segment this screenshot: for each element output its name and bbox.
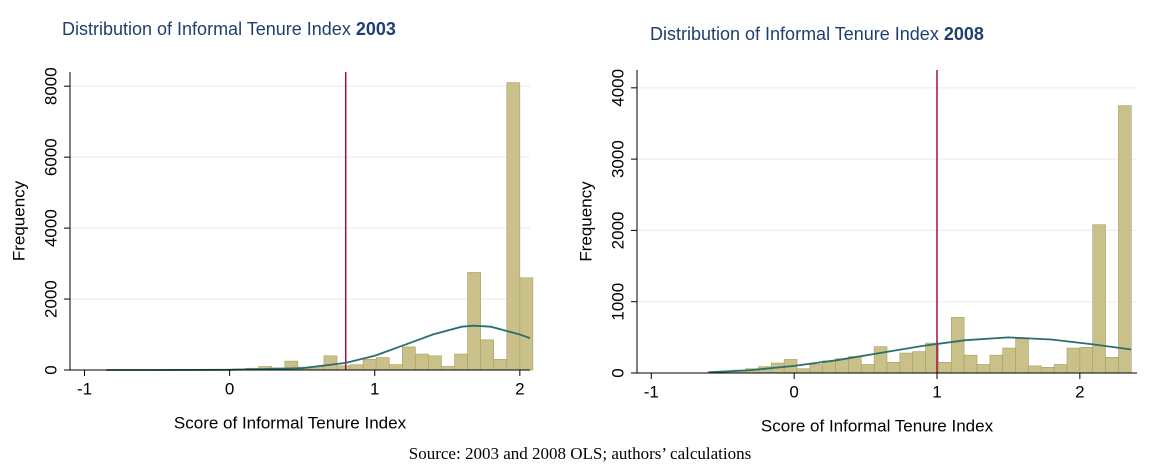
y-axis-title: Frequency: [576, 181, 595, 262]
histogram-bar: [1092, 224, 1106, 374]
histogram-bar: [454, 353, 468, 371]
histogram-bar: [809, 364, 824, 374]
x-axis-title: Score of Informal Tenure Index: [761, 416, 994, 435]
density-curve: [708, 336, 1132, 374]
histogram-bar: [519, 277, 534, 371]
y-tick-label: 2000: [608, 211, 627, 249]
histogram-bar: [1118, 105, 1132, 374]
y-tick-label: 1000: [608, 283, 627, 321]
histogram-bar: [873, 346, 888, 374]
histogram-bar: [493, 359, 508, 371]
y-tick-label: 4000: [608, 69, 627, 107]
x-tick-label: 2: [1075, 382, 1084, 401]
histogram-bar: [336, 365, 351, 371]
histogram-bar: [349, 364, 364, 371]
histogram-bar: [323, 355, 338, 371]
histogram-bar: [506, 82, 521, 371]
x-tick-label: 2: [515, 379, 524, 398]
histogram-bar: [1002, 347, 1016, 374]
histogram-bar: [976, 364, 991, 374]
histogram-bar: [1028, 365, 1042, 374]
histogram-bar: [480, 339, 495, 371]
chart-title-year: 2003: [356, 19, 396, 39]
histogram-bar: [899, 352, 914, 374]
x-tick-label: 0: [225, 379, 234, 398]
y-tick-label: 6000: [41, 138, 60, 176]
histogram-bar: [963, 354, 978, 374]
histogram-bar: [402, 346, 416, 371]
chart-title: Distribution of Informal Tenure Index: [62, 19, 351, 39]
y-tick-label: 4000: [41, 209, 60, 247]
histogram-bar: [428, 355, 442, 371]
histogram-bar: [860, 364, 875, 374]
x-tick-label: -1: [644, 382, 659, 401]
source-note: Source: 2003 and 2008 OLS; authors’ calc…: [409, 444, 751, 463]
histogram-bar: [362, 359, 377, 371]
x-tick-label: 1: [932, 382, 941, 401]
histogram-bar: [1015, 338, 1029, 374]
histogram-bar: [886, 362, 901, 374]
x-tick-label: -1: [77, 379, 92, 398]
y-tick-label: 2000: [41, 280, 60, 318]
histogram-bar: [1040, 366, 1055, 374]
histogram-bar: [912, 351, 926, 374]
histogram-bar: [1105, 357, 1119, 374]
x-axis-title: Score of Informal Tenure Index: [174, 413, 407, 432]
histogram-bar: [1079, 347, 1094, 374]
histogram-bar: [441, 366, 455, 371]
x-tick-label: 0: [789, 382, 798, 401]
histogram-bar: [938, 362, 952, 374]
histogram-bar: [796, 368, 811, 374]
histogram-bar: [1053, 364, 1068, 374]
histogram-bar: [950, 317, 965, 374]
x-tick-label: 1: [370, 379, 379, 398]
histogram-bar: [375, 357, 390, 371]
y-tick-label: 0: [608, 368, 627, 377]
histogram-bar: [1066, 347, 1081, 374]
histogram-bar: [989, 354, 1004, 374]
y-axis-title: Frequency: [9, 180, 28, 261]
y-tick-label: 3000: [608, 140, 627, 178]
y-tick-label: 8000: [41, 67, 60, 105]
chart-title-year: 2008: [944, 24, 984, 44]
histogram-bar: [415, 353, 429, 371]
histogram-bar: [467, 272, 481, 371]
histogram-bar: [388, 364, 403, 371]
chart-title: Distribution of Informal Tenure Index: [650, 24, 939, 44]
y-tick-label: 0: [41, 365, 60, 374]
histogram-bar: [848, 356, 862, 374]
